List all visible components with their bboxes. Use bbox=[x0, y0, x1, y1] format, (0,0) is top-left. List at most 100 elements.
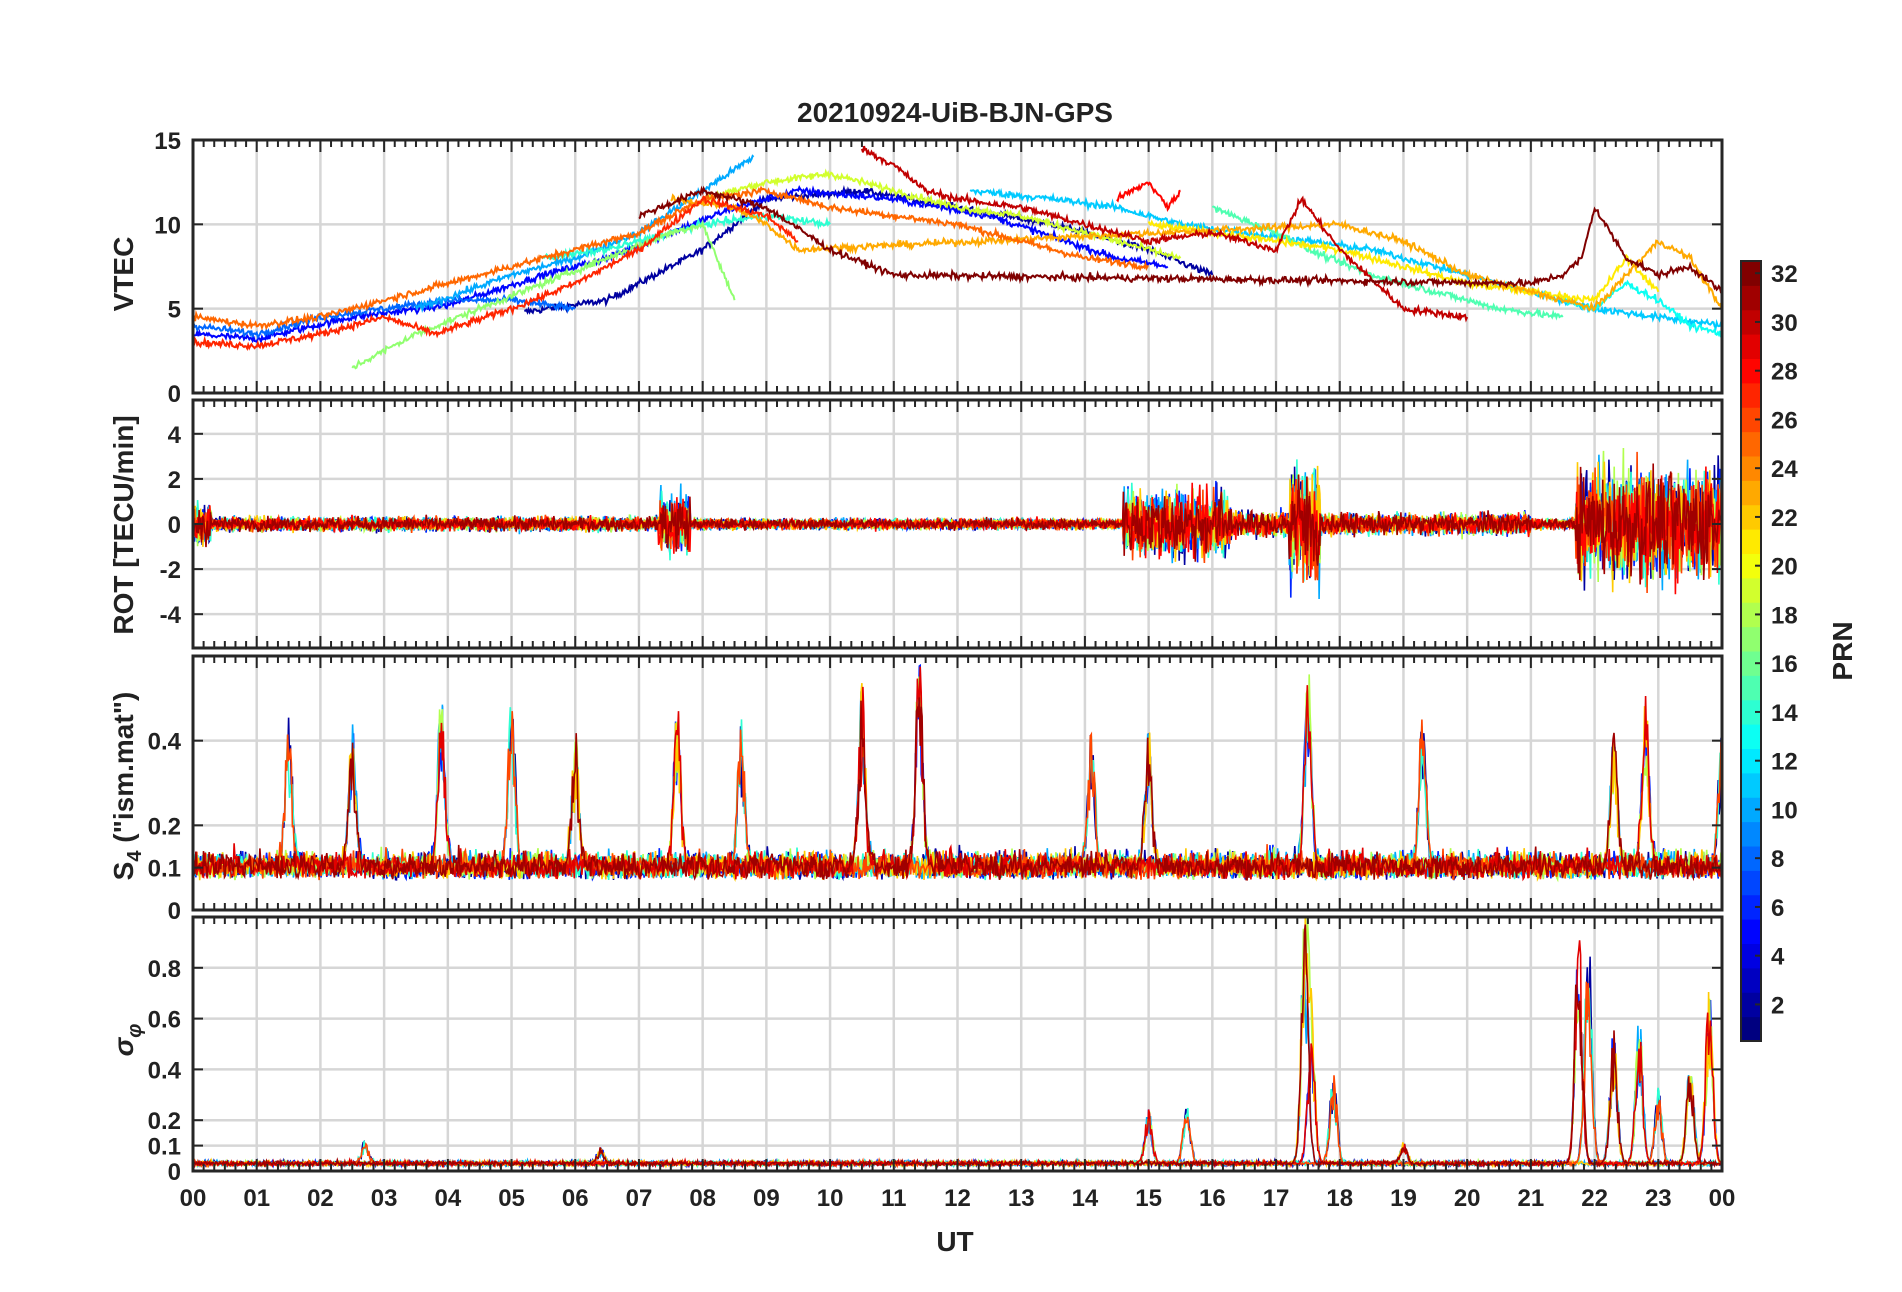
panel-vtec: 0 5 10 15 VTEC bbox=[108, 128, 1724, 408]
s4-ylabel-sub: 4 bbox=[124, 850, 146, 862]
x-axis-label: UT bbox=[936, 1226, 973, 1257]
x-tick-label: 00 bbox=[1709, 1185, 1736, 1212]
rot-ytick-label: 2 bbox=[168, 467, 181, 494]
colorbar-tick-label: 2 bbox=[1771, 992, 1784, 1019]
x-tick-label: 20 bbox=[1454, 1185, 1481, 1212]
colorbar-swatch bbox=[1741, 919, 1761, 944]
colorbar-tick-label: 20 bbox=[1771, 554, 1798, 581]
colorbar-swatch bbox=[1741, 358, 1761, 384]
colorbar-label: PRN bbox=[1827, 621, 1858, 680]
s4-ytick-label: 0.2 bbox=[148, 813, 181, 840]
panel-s4: 00.10.20.4S4 ("ism.mat") bbox=[108, 654, 1724, 925]
x-tick-label: 08 bbox=[689, 1185, 716, 1212]
x-tick-label: 17 bbox=[1263, 1185, 1290, 1212]
sigma-ticks bbox=[192, 917, 1723, 1171]
s4-ticks bbox=[192, 656, 1723, 910]
vtec-series-prn-32 bbox=[638, 185, 1722, 294]
s4-ytick-label: 0 bbox=[168, 898, 181, 925]
x-tick-label: 07 bbox=[626, 1185, 653, 1212]
x-tick-label: 02 bbox=[307, 1185, 334, 1212]
sigma-ytick-label: 0.4 bbox=[148, 1057, 182, 1084]
x-tick-label: 09 bbox=[753, 1185, 780, 1212]
colorbar-swatch bbox=[1741, 407, 1761, 433]
colorbar-tick-label: 30 bbox=[1771, 310, 1798, 337]
x-tick-label: 14 bbox=[1072, 1185, 1099, 1212]
sigma-ylabel-sub: φ bbox=[124, 1024, 146, 1038]
colorbar-tick-label: 28 bbox=[1771, 359, 1798, 386]
colorbar-swatch bbox=[1741, 504, 1761, 530]
colorbar-swatch bbox=[1741, 870, 1761, 896]
vtec-series-prn-14 bbox=[542, 211, 831, 261]
x-tick-label: 22 bbox=[1581, 1185, 1608, 1212]
colorbar-frame bbox=[1740, 260, 1762, 1042]
x-tick-label: 16 bbox=[1199, 1185, 1226, 1212]
colorbar-tick-label: 8 bbox=[1771, 846, 1784, 873]
colorbar-swatch bbox=[1741, 724, 1761, 749]
colorbar-swatch bbox=[1741, 967, 1761, 993]
vtec-series-prn-28 bbox=[1116, 181, 1181, 213]
sigma-ytick-label: 0 bbox=[168, 1159, 181, 1186]
vtec-ylabel: VTEC bbox=[108, 237, 139, 312]
colorbar-tick-label: 14 bbox=[1771, 700, 1798, 727]
colorbar-swatch bbox=[1741, 894, 1761, 920]
vtec-series-group bbox=[193, 145, 1722, 370]
vtec-series-prn-2 bbox=[523, 184, 1214, 315]
vtec-ytick-label: 0 bbox=[168, 381, 181, 408]
colorbar-swatch bbox=[1741, 602, 1761, 628]
x-tick-label: 00 bbox=[180, 1185, 207, 1212]
panel-rot: -4 -2 0 2 4 ROT [TECU/min] bbox=[108, 398, 1724, 650]
colorbar-tick-label: 18 bbox=[1771, 602, 1798, 629]
sigma-ytick-label: 0.6 bbox=[148, 1007, 181, 1034]
sigma-grid bbox=[193, 917, 1722, 1171]
colorbar-swatch bbox=[1741, 651, 1761, 676]
colorbar-swatch bbox=[1741, 577, 1761, 603]
s4-ylabel: S4 ("ism.mat") bbox=[108, 692, 146, 881]
vtec-ytick-label: 5 bbox=[168, 297, 181, 324]
vtec-series-prn-30 bbox=[860, 145, 1469, 323]
colorbar-tick-label: 22 bbox=[1771, 505, 1798, 532]
colorbar-swatch bbox=[1741, 846, 1761, 871]
x-tick-label: 03 bbox=[371, 1185, 398, 1212]
s4-series-prn-31 bbox=[193, 697, 1722, 882]
x-tick-label: 21 bbox=[1518, 1185, 1545, 1212]
s4-ylabel-main: S bbox=[108, 862, 139, 881]
colorbar-swatch bbox=[1741, 480, 1761, 506]
colorbar-tick-label: 24 bbox=[1771, 456, 1798, 483]
vtec-series-prn-27 bbox=[193, 195, 799, 351]
sigma-ylabel: σφ bbox=[108, 1024, 146, 1057]
x-tick-labels: 00 01 02 03 04 05 06 07 08 09 10 11 12 13 14 15 16 17 18 19… bbox=[180, 1185, 1736, 1212]
colorbar-swatch bbox=[1741, 675, 1761, 701]
x-tick-label: 23 bbox=[1645, 1185, 1672, 1212]
colorbar-tick-label: 12 bbox=[1771, 749, 1798, 776]
colorbar-tick-label: 16 bbox=[1771, 651, 1798, 678]
colorbar-swatch bbox=[1741, 334, 1761, 359]
rot-ytick-label: 4 bbox=[168, 422, 182, 449]
chart-title: 20210924-UiB-BJN-GPS bbox=[797, 97, 1113, 128]
colorbar-tick-label: 32 bbox=[1771, 261, 1798, 288]
colorbar-swatch bbox=[1741, 382, 1761, 408]
s4-series-group bbox=[193, 663, 1722, 883]
sigma-ytick-label: 0.1 bbox=[148, 1134, 181, 1161]
vtec-ytick-label: 10 bbox=[154, 212, 181, 239]
colorbar-swatch bbox=[1741, 797, 1761, 823]
x-tick-label: 05 bbox=[498, 1185, 525, 1212]
rot-ytick-label: 0 bbox=[168, 512, 181, 539]
x-tick-label: 13 bbox=[1008, 1185, 1035, 1212]
x-tick-label: 01 bbox=[243, 1185, 270, 1212]
colorbar-swatch bbox=[1741, 699, 1761, 725]
rot-ytick-label: -4 bbox=[160, 602, 182, 629]
s4-ylabel-rest: ("ism.mat") bbox=[108, 692, 139, 851]
rot-ylabel: ROT [TECU/min] bbox=[108, 415, 139, 634]
colorbar-swatch bbox=[1741, 992, 1761, 1018]
colorbar-tick-label: 6 bbox=[1771, 895, 1784, 922]
s4-ytick-label: 0.4 bbox=[148, 729, 182, 756]
rot-ytick-label: -2 bbox=[160, 557, 181, 584]
vtec-ytick-label: 15 bbox=[154, 128, 181, 155]
x-tick-label: 18 bbox=[1326, 1185, 1353, 1212]
x-tick-label: 19 bbox=[1390, 1185, 1417, 1212]
vtec-series-prn-17 bbox=[351, 218, 736, 370]
rot-series-group bbox=[193, 447, 1722, 600]
